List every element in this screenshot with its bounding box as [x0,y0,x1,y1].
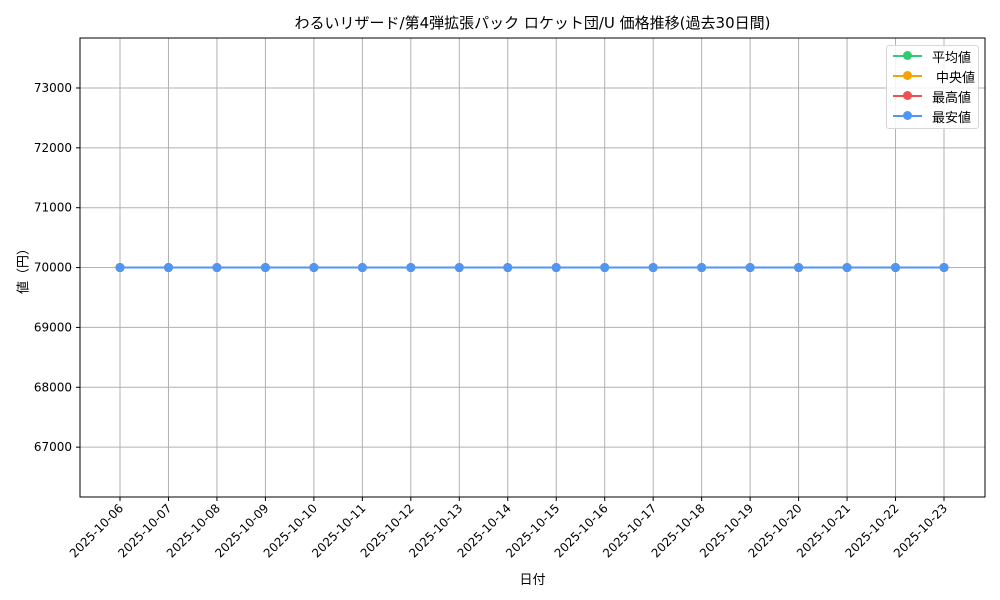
y-tick-label: 73000 [34,81,72,95]
data-point [163,263,173,273]
data-series [115,263,949,273]
x-axis-ticks: 2025-10-062025-10-072025-10-082025-10-09… [67,497,950,560]
data-point [406,263,416,273]
legend-marker-icon [903,111,912,120]
legend-label: 中央値 [936,71,976,86]
data-point [309,263,319,273]
legend-marker-icon [903,51,912,60]
data-point [697,263,707,273]
data-point [794,263,804,273]
y-axis-ticks: 67000 68000 69000 70000 71000 72000 73000 [34,81,80,454]
legend-label: 平均値 [932,51,972,66]
legend-item-median: 中央値 [887,66,978,86]
data-point [648,263,658,273]
legend-item-min: 最安値 [887,106,978,126]
data-point [600,263,610,273]
legend-label: 最安値 [932,111,972,126]
legend-marker-icon [903,91,912,100]
y-tick-label: 72000 [34,141,72,155]
data-point [551,263,561,273]
legend-item-average: 平均値 [887,46,978,66]
y-tick-label: 67000 [34,440,72,454]
y-tick-label: 71000 [34,201,72,215]
data-point [939,263,949,273]
data-point [357,263,367,273]
y-tick-label: 68000 [34,380,72,394]
data-point [745,263,755,273]
series-最安値 [115,263,949,273]
y-axis-label: 値（円） [16,241,32,295]
data-point [891,263,901,273]
data-point [503,263,513,273]
data-point [115,263,125,273]
y-tick-label: 69000 [34,320,72,334]
data-point [842,263,852,273]
legend-item-max: 最高値 [887,86,978,106]
legend: 平均値 中央値 最高値 最安値 [886,45,979,129]
data-point [260,263,270,273]
x-axis-label: 日付 [519,573,546,588]
y-tick-label: 70000 [34,261,72,275]
data-point [212,263,222,273]
chart-title: わるいリザード/第4弾拡張パック ロケット団/U 価格推移(過去30日間) [294,14,771,32]
data-point [454,263,464,273]
legend-marker-icon [903,71,912,80]
legend-label: 最高値 [932,91,972,106]
